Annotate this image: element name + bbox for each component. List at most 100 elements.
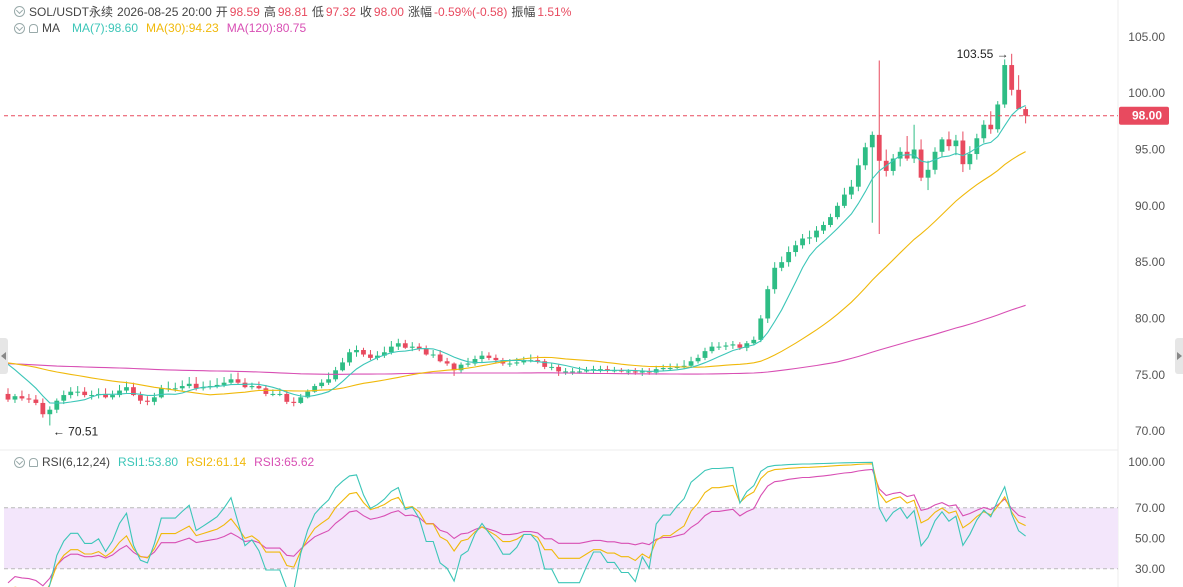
candle-body xyxy=(772,267,778,290)
candle-body xyxy=(605,369,610,371)
candle-body xyxy=(869,134,875,148)
price-tick-label: 100.00 xyxy=(1128,86,1165,100)
candle-body xyxy=(779,262,785,268)
candle-body xyxy=(451,363,457,371)
candle-body xyxy=(26,398,32,400)
rsi-tick-label: 30.00 xyxy=(1135,562,1165,576)
candle-body xyxy=(876,134,882,161)
candle-body xyxy=(507,363,513,365)
ohlc-header: SOL/USDT永续 2026-08-25 20:00 开 98.59 高 98… xyxy=(14,3,575,20)
candle-body xyxy=(577,371,582,373)
candle-body xyxy=(660,368,666,370)
candle-body xyxy=(967,154,973,165)
rsi-title[interactable]: RSI(6,12,24) xyxy=(42,455,111,469)
candle-body xyxy=(242,382,248,388)
candle-body xyxy=(702,351,708,358)
scroll-left-handle[interactable] xyxy=(0,338,8,374)
candle-body xyxy=(381,352,387,356)
candle-body xyxy=(821,224,826,231)
candle-body xyxy=(953,140,959,147)
candle-body xyxy=(19,396,25,399)
candle-body xyxy=(388,346,394,353)
candle-body xyxy=(228,379,234,383)
rsi1-line xyxy=(48,461,1026,587)
ma7-line xyxy=(7,104,1026,404)
candle-body xyxy=(465,363,471,365)
candle-body xyxy=(354,350,359,353)
candle-body xyxy=(54,400,60,410)
candle-body xyxy=(793,245,799,253)
candle-body xyxy=(925,169,931,178)
last-price-badge xyxy=(1119,106,1169,125)
candle-body xyxy=(375,355,380,358)
candle-body xyxy=(284,393,290,402)
candle-body xyxy=(598,369,603,371)
rsi-tick-label: 70.00 xyxy=(1135,501,1165,515)
ma-legend: MA MA(7):98.60 MA(30):94.23 MA(120):80.7… xyxy=(14,21,310,35)
collapse-icon[interactable] xyxy=(14,22,25,34)
low-label: 低 xyxy=(311,5,324,19)
candle-body xyxy=(444,361,450,364)
candle-body xyxy=(179,386,185,389)
candle-body xyxy=(591,369,596,371)
candle-body xyxy=(1016,89,1022,110)
candle-body xyxy=(855,165,861,187)
candle-body xyxy=(674,366,680,369)
candle-body xyxy=(800,238,805,246)
candle-body xyxy=(221,382,227,385)
high-label: 高 xyxy=(263,5,276,19)
candle-body xyxy=(263,388,269,394)
candle-body xyxy=(570,371,575,373)
candle-body xyxy=(939,139,945,152)
ma30-line xyxy=(7,151,1026,396)
candle-body xyxy=(960,140,966,165)
rsi-tick-label: 100.00 xyxy=(1128,455,1165,469)
candle-body xyxy=(235,379,241,383)
candle-body xyxy=(249,386,255,388)
bell-icon[interactable] xyxy=(29,457,38,467)
candle-body xyxy=(814,230,819,238)
collapse-icon[interactable] xyxy=(14,6,25,17)
candle-body xyxy=(256,386,262,389)
amp-label: 振幅 xyxy=(511,5,536,19)
candle-body xyxy=(151,397,157,402)
candle-body xyxy=(563,371,568,373)
ma7-value: MA(7):98.60 xyxy=(72,21,139,35)
price-tick-label: 70.00 xyxy=(1135,424,1165,438)
candle-body xyxy=(848,186,854,195)
candle-body xyxy=(842,194,847,206)
candle-body xyxy=(639,371,645,373)
candle-body xyxy=(103,393,108,398)
candle-body xyxy=(395,343,401,347)
candle-body xyxy=(61,395,67,401)
candle-body xyxy=(361,350,366,355)
candle-body xyxy=(932,151,938,170)
low-marker: ← 70.51 xyxy=(53,424,99,438)
collapse-icon[interactable] xyxy=(14,456,25,468)
close-value: 98.00 xyxy=(373,4,404,19)
ma-title[interactable]: MA xyxy=(42,21,60,35)
candle-body xyxy=(347,352,352,363)
candle-body xyxy=(416,346,422,349)
candle-body xyxy=(47,409,53,415)
candle-body xyxy=(368,354,373,358)
symbol-label[interactable]: SOL/USDT永续 xyxy=(29,5,114,19)
rsi1-value: RSI1:53.80 xyxy=(118,455,179,469)
candle-body xyxy=(486,355,492,358)
candle-body xyxy=(458,364,464,371)
candle-body xyxy=(479,355,485,360)
candle-body xyxy=(493,357,499,361)
candle-body xyxy=(688,361,694,366)
rsi2-value: RSI2:61.14 xyxy=(186,455,247,469)
candle-body xyxy=(890,158,896,171)
candle-body xyxy=(737,344,743,348)
price-tick-label: 80.00 xyxy=(1135,311,1165,325)
bell-icon[interactable] xyxy=(29,23,38,33)
candle-body xyxy=(758,318,764,340)
candle-body xyxy=(319,382,325,387)
price-tick-label: 95.00 xyxy=(1135,143,1165,157)
candle-body xyxy=(835,205,840,218)
candle-body xyxy=(584,370,589,372)
scroll-right-handle[interactable] xyxy=(1175,338,1183,374)
